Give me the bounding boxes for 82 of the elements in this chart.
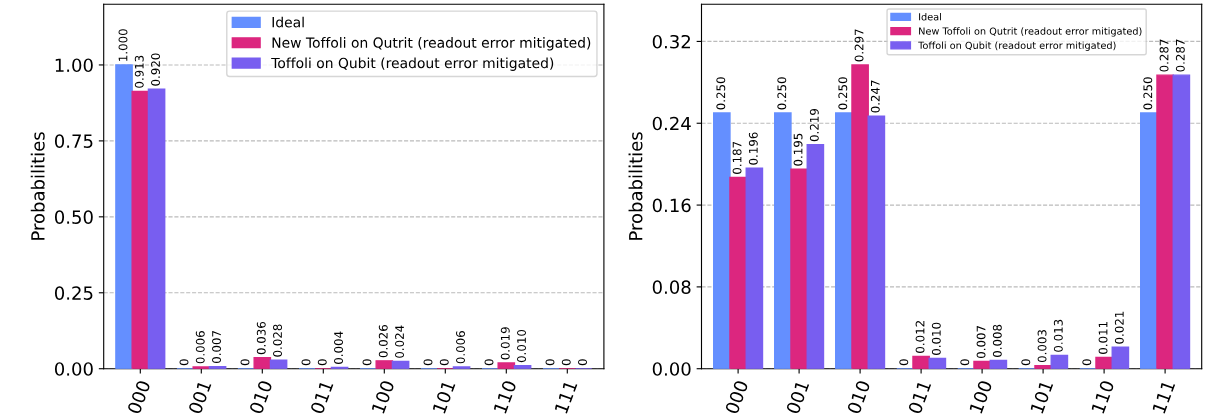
data-label: 0	[1021, 359, 1031, 366]
data-label: 0.012	[915, 321, 925, 353]
data-label: 0.008	[992, 324, 1002, 357]
data-label: 0.297	[854, 29, 864, 62]
x-tick-label: 111	[554, 380, 578, 414]
x-tick-label: 100	[371, 379, 395, 414]
data-label: 0.250	[777, 77, 787, 110]
data-label: 0	[301, 359, 311, 366]
data-label: 0.187	[732, 141, 742, 174]
data-label: 0.250	[716, 77, 726, 110]
y-tick-label: 0.75	[54, 134, 93, 149]
y-tick-label: 0.32	[652, 34, 690, 49]
legend-label: New Toffoli on Qutrit (readout error mitigated)	[272, 37, 591, 51]
data-label: 0.019	[500, 327, 510, 360]
y-tick-label: 0.50	[54, 210, 93, 224]
x-tick-label: 001	[187, 380, 212, 415]
legend-label: Ideal	[272, 16, 304, 28]
data-label: 0	[1082, 359, 1092, 366]
legend-label: Toffoli on Qubit (readout error mitigated)	[918, 41, 1116, 51]
y-tick-label: 0.08	[652, 280, 691, 295]
data-label: 0.196	[748, 132, 758, 165]
data-label: 0	[362, 359, 372, 366]
x-tick-label: 010	[248, 379, 273, 415]
x-tick-label: 001	[785, 380, 810, 415]
y-tick-label: 0.00	[54, 362, 93, 376]
data-label: 0.010	[517, 329, 526, 363]
data-label: 0	[439, 359, 449, 366]
data-label: 0	[960, 359, 970, 366]
data-label: 0.250	[1143, 77, 1153, 110]
data-label: 0.250	[838, 77, 848, 110]
data-label: 0.006	[195, 331, 205, 364]
data-label: 0.920	[151, 53, 160, 86]
data-label: 0.007	[976, 325, 986, 358]
data-label: 0.024	[395, 325, 404, 358]
data-label: 0	[561, 359, 571, 366]
x-tick-label: 110	[1090, 379, 1115, 414]
data-label: 1.000	[118, 29, 128, 61]
y-tick-label: 0.25	[54, 286, 93, 300]
data-label: 0.013	[1053, 319, 1063, 352]
x-tick-label: 100	[968, 379, 993, 414]
y-tick-label: 0.16	[652, 198, 691, 213]
data-label: 0.219	[809, 108, 819, 142]
data-label: 0	[179, 359, 189, 366]
y-axis-title: Probabilities	[30, 132, 45, 240]
x-tick-label: 000	[126, 379, 151, 415]
data-label: 0.287	[1175, 39, 1185, 72]
x-tick-label: 110	[493, 379, 517, 414]
data-label: 0.011	[1098, 321, 1108, 354]
data-label: 0.010	[931, 322, 941, 355]
x-tick-label: 101	[1029, 380, 1054, 414]
x-tick-label: 010	[846, 379, 871, 415]
data-label: 0.004	[334, 331, 343, 364]
data-label: 0	[240, 359, 250, 366]
legend-label: New Toffoli on Qutrit (readout error mitigated)	[919, 27, 1142, 37]
data-label: 0	[578, 359, 587, 366]
data-label: 0.036	[256, 321, 266, 355]
y-tick-label: 0.00	[652, 362, 691, 376]
data-label: 0.003	[1037, 330, 1047, 363]
data-label: 0	[484, 359, 494, 366]
data-label: 0.021	[1114, 311, 1124, 344]
y-axis-title: Probabilities	[628, 132, 643, 240]
x-tick-label: 011	[309, 380, 334, 415]
data-label: 0	[317, 359, 327, 366]
legend-label: Toffoli on Qubit (readout error mitigated)	[271, 57, 554, 71]
y-tick-label: 1.00	[55, 58, 93, 73]
y-tick-label: 0.24	[652, 116, 691, 131]
x-tick-label: 000	[724, 379, 749, 415]
x-tick-label: 111	[1152, 380, 1176, 414]
data-label: 0.247	[870, 80, 880, 113]
data-label: 0.026	[378, 324, 388, 358]
x-tick-label: 011	[907, 380, 932, 415]
data-label: 0.195	[793, 133, 803, 166]
data-label: 0	[899, 359, 909, 366]
data-label: 0	[423, 359, 433, 366]
data-label: 0.006	[456, 331, 465, 364]
data-label: 0	[545, 359, 555, 366]
data-label: 0.287	[1159, 39, 1169, 72]
data-label: 0.028	[273, 324, 282, 357]
data-label: 0.007	[212, 331, 221, 364]
x-tick-label: 101	[432, 380, 456, 414]
data-label: 0.913	[134, 55, 144, 88]
legend-label: Ideal	[919, 12, 941, 21]
